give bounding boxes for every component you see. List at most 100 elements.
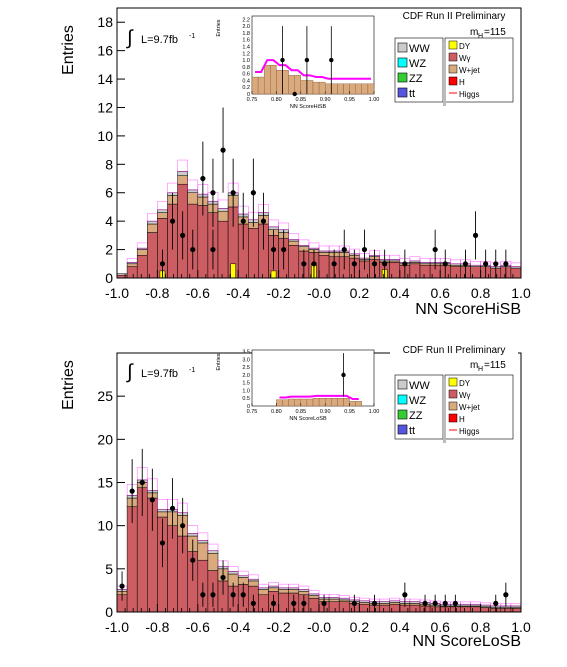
bar-wg: [409, 263, 421, 279]
y-tick-label: 12: [97, 99, 113, 115]
x-tick-label: -0.6: [186, 619, 210, 635]
uncertainty-band: [227, 566, 239, 572]
bar-ww: [217, 208, 229, 212]
data-point: [442, 600, 448, 606]
y-tick-label: 6: [105, 185, 113, 201]
integral-symbol: ∫: [126, 361, 134, 383]
bar-wg: [389, 262, 401, 279]
data-point: [270, 600, 277, 606]
inset-y-tick-label: 0.4: [242, 78, 250, 84]
chart-panel-top: -1.0 -0.8 -0.6 -0.4 -0.2 -0.0 0.2 0.4 0.6 0.8 1.00…: [60, 7, 531, 318]
data-point: [220, 574, 226, 581]
data-point: [250, 190, 256, 196]
luminosity-exponent: -1: [189, 33, 195, 40]
legend-swatch: [397, 72, 408, 83]
legend-label: DY: [459, 42, 471, 51]
data-point: [351, 600, 357, 606]
inset-bar: [294, 398, 302, 407]
inset-bar: [318, 81, 326, 95]
data-point: [382, 261, 388, 267]
bar-ww: [116, 273, 128, 276]
x-tick-label: -1.0: [105, 285, 129, 301]
data-point: [371, 600, 378, 606]
legend-swatch: [397, 87, 408, 98]
data-point: [230, 190, 236, 196]
inset-x-axis-label: NN ScoreHiSB: [290, 104, 327, 110]
bar-wjet: [197, 542, 209, 561]
legend-swatch: [397, 57, 408, 68]
inset-y-tick-label: 3.5: [242, 350, 250, 356]
data-point: [361, 246, 368, 253]
data-point: [422, 600, 428, 606]
bar-wg: [419, 264, 431, 279]
bar-wjet: [177, 175, 188, 185]
inset-x-tick-label: 0.95: [344, 97, 355, 103]
x-tick-label: 0.8: [471, 619, 491, 635]
data-point: [291, 600, 297, 606]
inset-data-point: [304, 57, 310, 63]
legend-label: ZZ: [409, 73, 423, 85]
legend-label: WW: [409, 43, 430, 55]
x-tick-label: 0.6: [430, 285, 450, 301]
y-tick-label: 10: [97, 518, 113, 534]
data-point: [169, 505, 176, 511]
data-point: [462, 261, 469, 267]
inset-y-tick-label: 1.8: [242, 31, 250, 37]
data-point: [139, 479, 145, 486]
bar-wg: [338, 601, 350, 613]
uncertainty-band: [288, 233, 300, 240]
inset-bar: [276, 399, 283, 407]
bar-wg: [470, 606, 481, 613]
legend-label: WW: [409, 380, 430, 392]
luminosity-label: L=9.7fb: [141, 34, 178, 46]
uncertainty-band: [409, 598, 421, 602]
y-tick-label: 8: [105, 156, 113, 172]
y-tick-label: 0: [105, 270, 113, 286]
y-axis-label: Entries: [60, 360, 77, 410]
bar-wg: [126, 266, 138, 279]
inset-y-tick-label: 3.0: [242, 357, 250, 363]
inset-y-tick-label: 2.2: [242, 17, 250, 23]
legend-swatch: [448, 377, 458, 387]
bar-wg: [328, 601, 340, 613]
data-point: [190, 557, 196, 563]
inset-bar: [343, 398, 350, 407]
x-tick-label: -1.0: [105, 619, 129, 635]
data-point: [311, 261, 317, 267]
x-tick-label: -0.6: [186, 285, 210, 301]
inset-bar: [288, 75, 295, 95]
legend-label: WZ: [409, 395, 426, 407]
inset-x-tick-label: 1.00: [369, 97, 380, 103]
data-point: [483, 261, 489, 267]
uncertainty-band: [298, 239, 310, 246]
bar-wg: [510, 267, 522, 279]
inset-bar: [355, 83, 363, 95]
bar-wg: [318, 255, 330, 279]
data-point: [341, 246, 347, 253]
mass-value: =115: [484, 360, 506, 371]
legend-label: Higgs: [459, 90, 479, 99]
legend-swatch: [397, 379, 408, 390]
uncertainty-band: [510, 262, 522, 267]
inset-bar: [276, 70, 283, 95]
x-axis-label: NN ScoreLoSB: [413, 633, 522, 650]
data-point: [190, 246, 196, 253]
legend-label: ZZ: [409, 410, 423, 422]
data-point: [169, 218, 176, 224]
inset-bar: [312, 81, 320, 95]
uncertainty-band: [379, 598, 391, 602]
bar-ww: [227, 571, 239, 575]
bar-ww: [187, 189, 199, 193]
bar-wjet: [126, 263, 138, 267]
inset-bar: [306, 398, 314, 407]
inset-bar: [343, 83, 350, 95]
bar-wg: [308, 597, 320, 613]
inset-y-tick-label: 0: [247, 404, 250, 410]
chart-panel-bottom: -1.0 -0.8 -0.6 -0.4 -0.2 -0.0 0.2 0.4 0.6 0.8 1.00…: [60, 343, 531, 650]
bar-ww: [268, 226, 279, 230]
inset-y-tick-label: 2.0: [242, 373, 250, 379]
uncertainty-band: [248, 574, 259, 580]
data-point: [210, 246, 216, 253]
inset-bar: [318, 398, 326, 407]
inset-x-tick-label: 0.80: [271, 409, 282, 415]
